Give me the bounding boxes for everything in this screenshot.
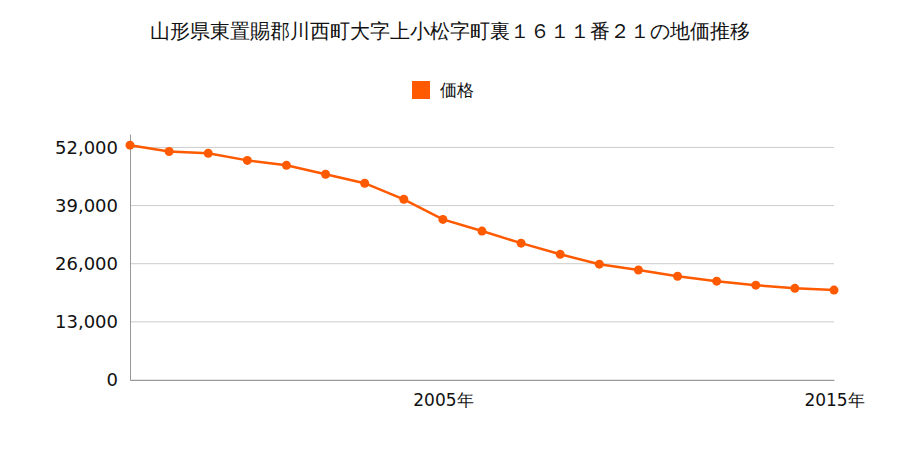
y-tick-label: 52,000 bbox=[55, 137, 118, 158]
x-tick-label: 2015年 bbox=[804, 390, 864, 410]
series-marker bbox=[830, 286, 839, 295]
x-axis-line bbox=[131, 380, 835, 381]
y-tick-label: 0 bbox=[107, 369, 118, 390]
series-marker bbox=[204, 149, 213, 158]
grid bbox=[130, 147, 834, 380]
series-marker bbox=[360, 179, 369, 188]
grid-line bbox=[130, 147, 834, 148]
plot-area bbox=[126, 141, 839, 295]
legend: 価格 bbox=[412, 80, 474, 100]
series-marker bbox=[282, 161, 291, 170]
grid-line bbox=[130, 205, 834, 206]
x-tick: 2015年 bbox=[804, 380, 864, 410]
series-marker bbox=[126, 141, 135, 150]
series-marker bbox=[751, 281, 760, 290]
x-tick-label: 2005年 bbox=[413, 390, 473, 410]
series-marker bbox=[399, 195, 408, 204]
x-axis: 2005年 2015年 bbox=[131, 380, 865, 410]
y-tick: 52,000 bbox=[55, 137, 130, 158]
series-marker bbox=[321, 170, 330, 179]
x-tick: 2005年 bbox=[413, 380, 473, 410]
title: 山形県東置賜郡川西町大字上小松字町裏１６１１番２１の地価推移 bbox=[150, 19, 750, 43]
series-marker bbox=[165, 147, 174, 156]
series-marker bbox=[634, 265, 643, 274]
y-axis: 0 13,000 26,000 39,000 52,000 bbox=[55, 135, 130, 391]
legend-label: 価格 bbox=[440, 80, 474, 100]
y-tick: 0 bbox=[107, 369, 130, 390]
series-marker bbox=[556, 250, 565, 259]
series-marker bbox=[243, 156, 252, 165]
y-tick-label: 13,000 bbox=[55, 311, 118, 332]
y-tick: 39,000 bbox=[55, 195, 130, 216]
series-marker bbox=[595, 260, 604, 269]
series-marker bbox=[438, 215, 447, 224]
y-tick-label: 39,000 bbox=[55, 195, 118, 216]
grid-line bbox=[130, 321, 834, 322]
series-marker bbox=[712, 277, 721, 286]
legend-swatch bbox=[412, 81, 430, 99]
series-marker bbox=[673, 272, 682, 281]
y-axis-line bbox=[130, 135, 131, 381]
series-marker bbox=[517, 239, 526, 248]
chart: 山形県東置賜郡川西町大字上小松字町裏１６１１番２１の地価推移 0 13,000 26,… bbox=[0, 0, 900, 450]
y-tick: 26,000 bbox=[55, 253, 130, 274]
series-marker bbox=[790, 284, 799, 293]
grid-line bbox=[130, 263, 834, 264]
y-tick: 13,000 bbox=[55, 311, 130, 332]
series-marker bbox=[478, 227, 487, 236]
series-line bbox=[130, 145, 834, 290]
y-tick-label: 26,000 bbox=[55, 253, 118, 274]
grid-line bbox=[130, 380, 834, 381]
